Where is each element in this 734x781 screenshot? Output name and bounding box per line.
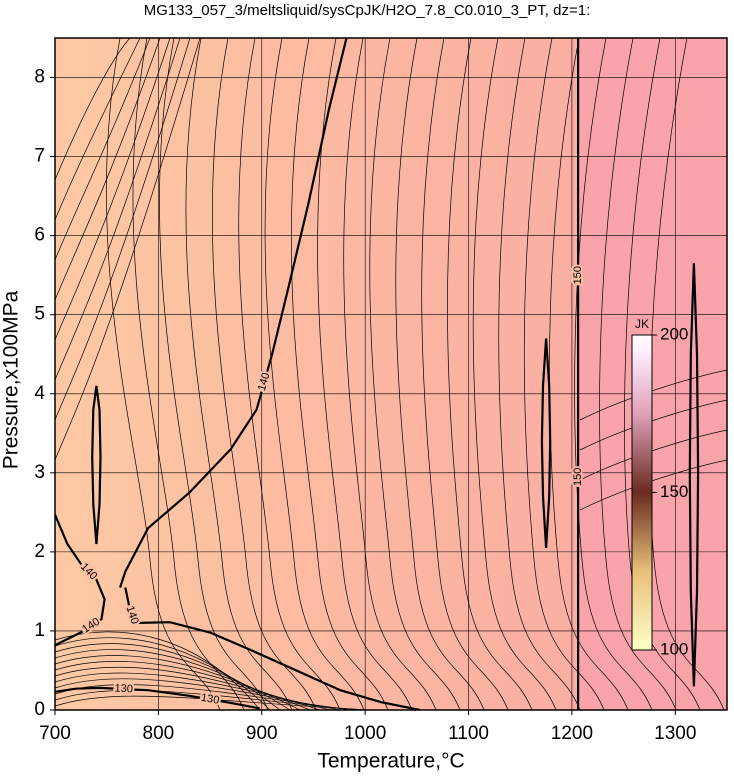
thin-contour (159, 38, 269, 710)
thin-contour (472, 38, 557, 710)
thin-contour (55, 672, 331, 710)
colorbar (631, 334, 653, 651)
thin-contour (523, 38, 605, 710)
x-tick-label: 900 (246, 723, 278, 744)
thin-contour (421, 38, 509, 710)
thin-contour (498, 38, 581, 710)
thin-contour (369, 38, 461, 710)
thin-contour (624, 38, 701, 710)
thin-contour (55, 38, 141, 221)
thin-contour (55, 38, 171, 341)
contour-line (55, 514, 106, 647)
contour-label: 130 (200, 692, 220, 707)
thin-contour (447, 38, 533, 710)
thin-contour (238, 38, 341, 710)
x-tick-label: 1000 (344, 723, 386, 744)
thin-contour (55, 38, 151, 261)
y-axis-label: Pressure,x100MPa (0, 290, 23, 469)
chart-title: MG133_057_3/meltsliquid/sysCpJK/H2O_7.8_… (144, 2, 591, 19)
plot-frame (54, 37, 728, 711)
contour-label: 150 (572, 468, 584, 486)
thin-contour (599, 38, 677, 710)
contour-line (55, 686, 260, 710)
thin-contour (343, 38, 437, 710)
thin-contour (549, 38, 629, 710)
thin-contour (55, 666, 321, 710)
thin-contour (55, 38, 131, 181)
y-tick-label: 8 (34, 67, 45, 88)
colorbar-ticks: 100 150 200 (652, 324, 688, 658)
thin-contour (55, 637, 271, 710)
thin-contour (55, 690, 361, 710)
y-tick-label: 1 (34, 620, 45, 641)
y-tick-label: 7 (34, 146, 45, 167)
x-tick-label: 800 (143, 723, 175, 744)
thin-contour (55, 695, 371, 710)
thin-contour (264, 38, 365, 710)
x-axis-label: Temperature,°C (317, 750, 464, 773)
thin-contour (55, 38, 181, 381)
x-tick-label: 1300 (654, 723, 696, 744)
thin-contour (395, 38, 485, 710)
thin-contour (317, 38, 413, 710)
thin-contour (55, 38, 201, 461)
y-tick-label: 6 (34, 225, 45, 246)
x-tick-label: 1100 (448, 723, 489, 744)
grid (50, 38, 727, 715)
thin-contour (55, 631, 261, 710)
y-tick-label: 2 (34, 541, 45, 562)
x-tick-label: 700 (39, 723, 71, 744)
y-tick-label: 0 (34, 699, 45, 720)
contour-label: 130 (114, 683, 133, 696)
thin-contour (55, 678, 341, 710)
thin-contour (55, 38, 161, 301)
contour-line (688, 263, 700, 687)
thin-contour (55, 38, 191, 421)
contour-line (91, 385, 102, 545)
contour-line (540, 338, 552, 548)
colorbar-tick-label: 100 (660, 639, 688, 658)
thin-contour (185, 38, 293, 710)
y-tick-label: 4 (34, 383, 45, 404)
contour-line (124, 587, 421, 710)
x-tick-label: 1200 (551, 723, 593, 744)
thin-contour (290, 38, 389, 710)
contour-label: 150 (572, 266, 584, 284)
colorbar-title: JK (635, 317, 649, 331)
y-tick-label: 3 (34, 462, 45, 483)
colorbar-tick-label: 200 (660, 324, 688, 343)
y-tick-label: 5 (34, 304, 45, 325)
colorbar-tick-label: 150 (660, 482, 688, 501)
contour-line (119, 38, 348, 588)
